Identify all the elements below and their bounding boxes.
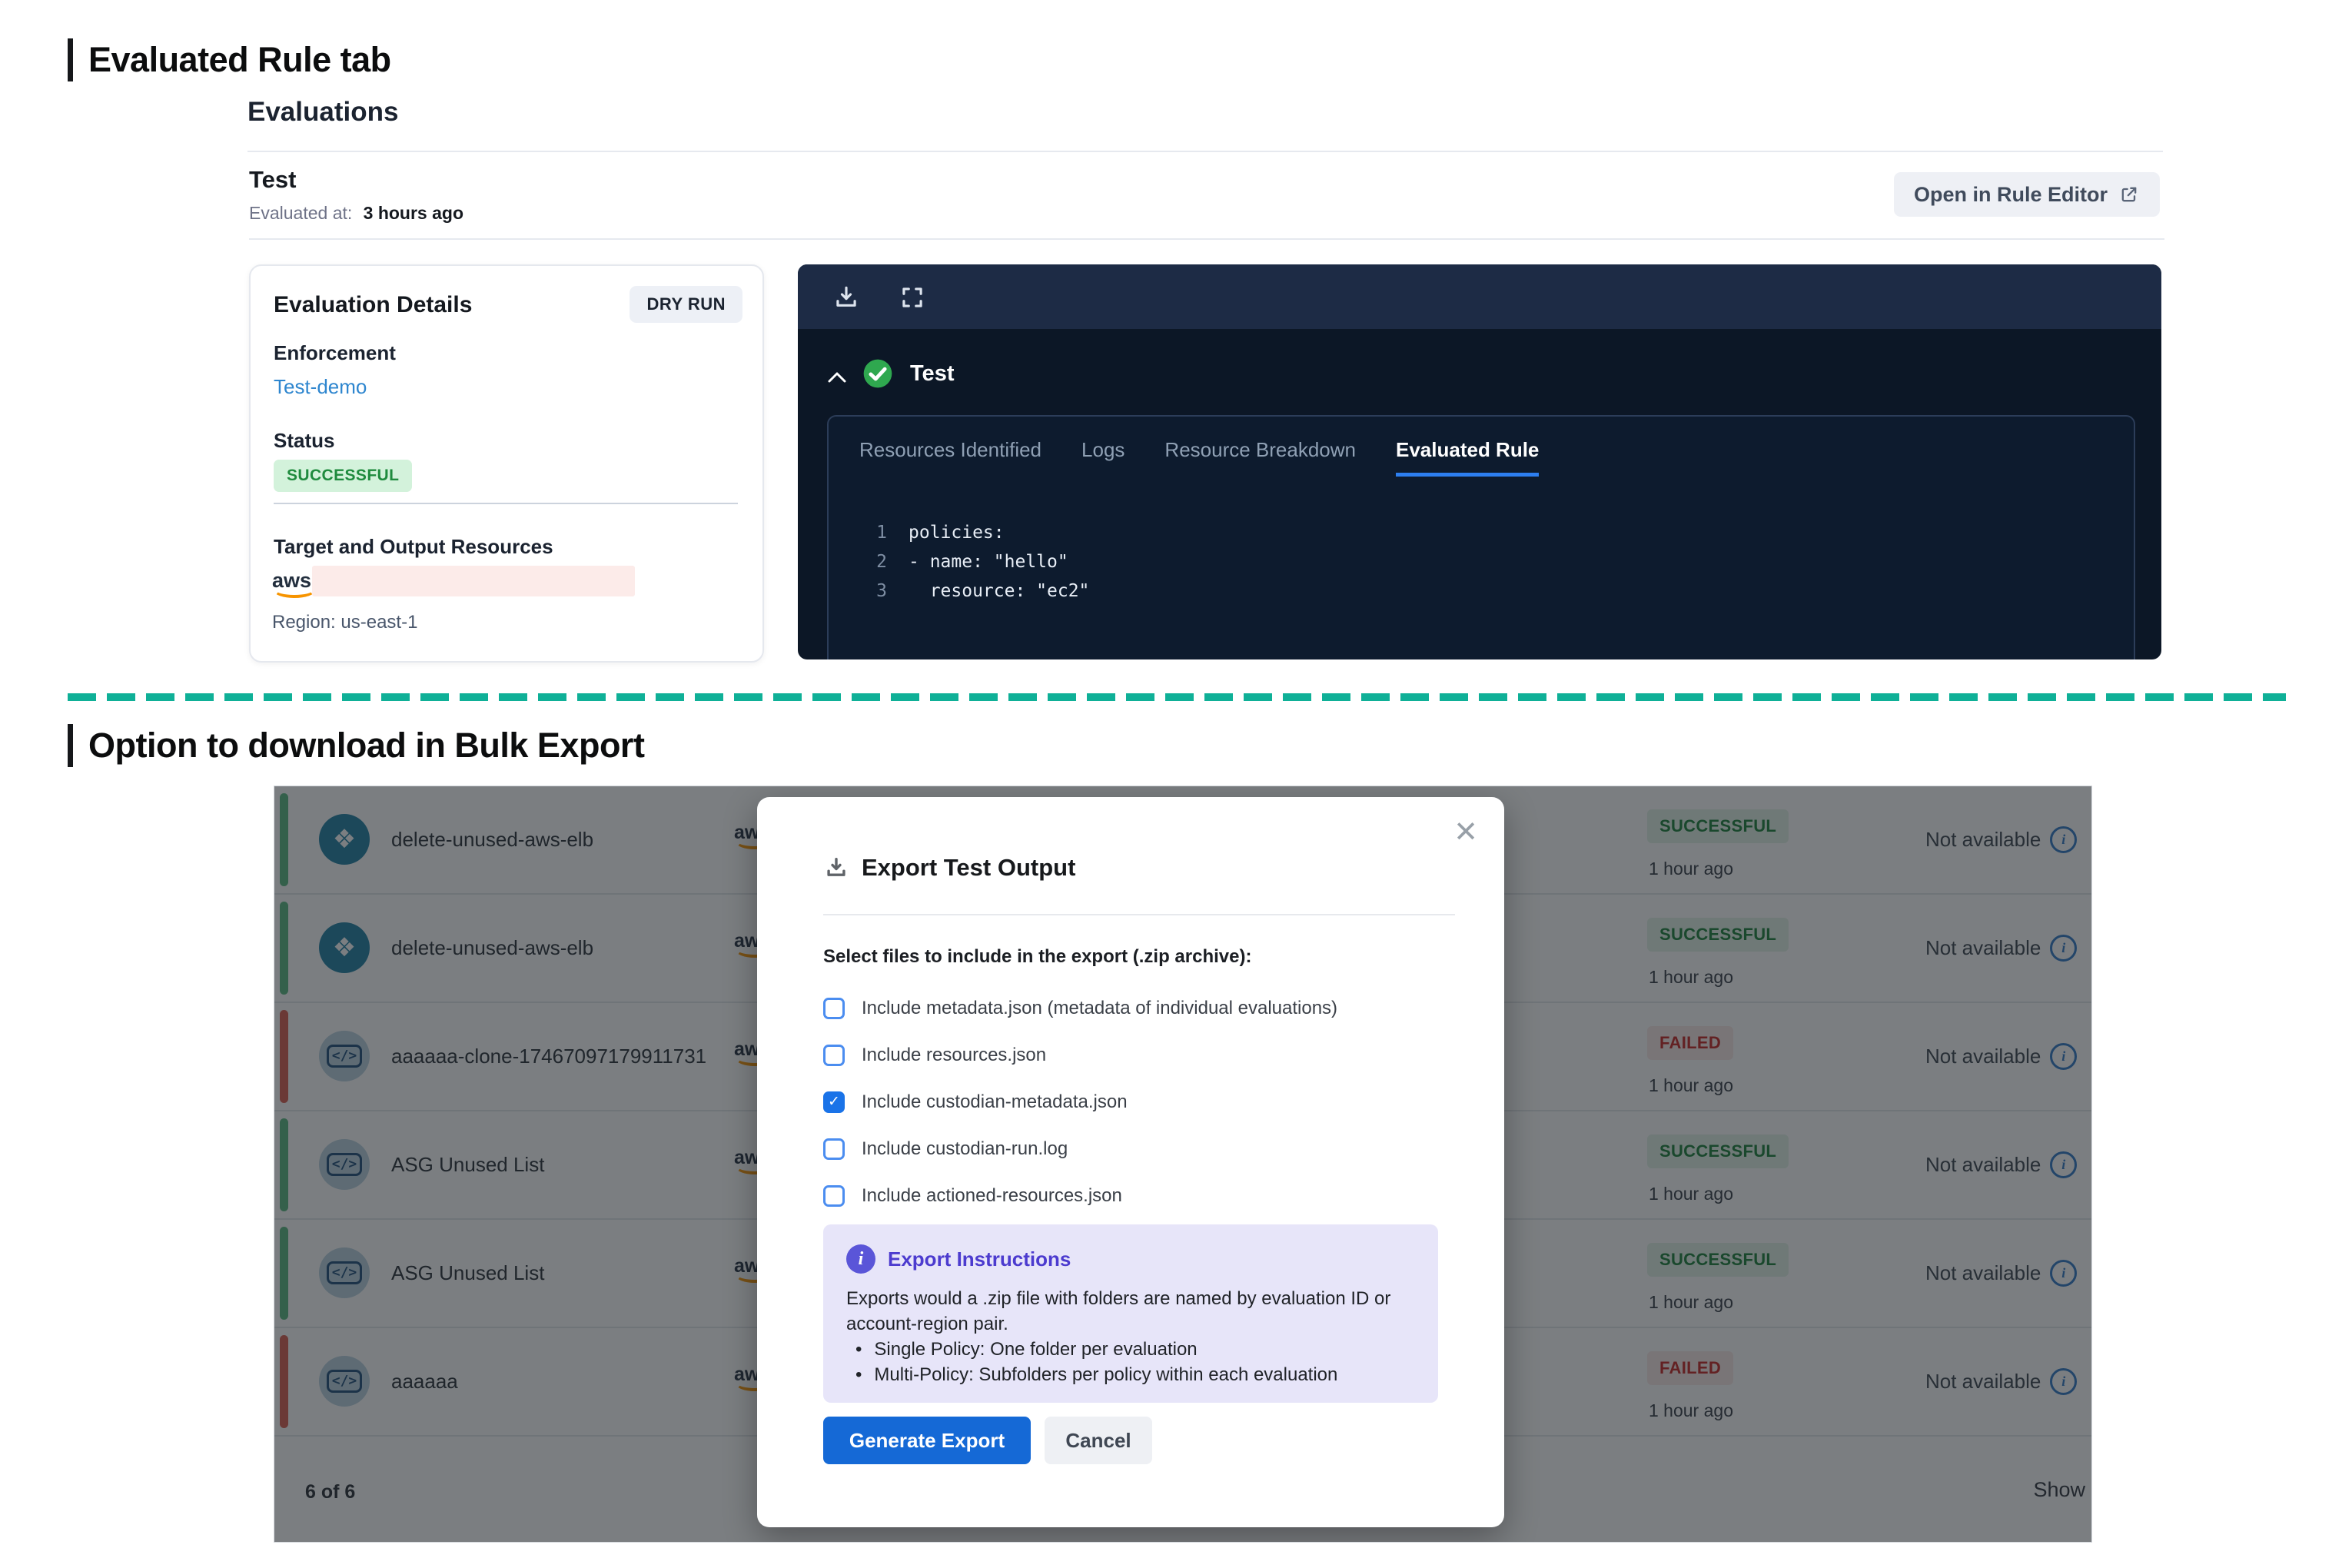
- export-options-list: ✓ Include metadata.json (metadata of ind…: [823, 985, 1337, 1219]
- cancel-button[interactable]: Cancel: [1045, 1417, 1152, 1464]
- redacted-account-block: [312, 566, 635, 596]
- checkbox-metadata-json[interactable]: ✓: [823, 997, 845, 1019]
- instructions-body: Exports would a .zip file with folders a…: [846, 1288, 1391, 1334]
- option-row: ✓ Include actioned-resources.json: [823, 1172, 1337, 1219]
- divider: [249, 238, 2164, 240]
- info-icon: i: [846, 1244, 875, 1274]
- code-line: 3 resource: "ec2": [867, 576, 1089, 606]
- option-row: ✓ Include custodian-run.log: [823, 1125, 1337, 1172]
- select-files-label: Select files to include in the export (.…: [823, 946, 1252, 967]
- download-icon[interactable]: [832, 283, 861, 312]
- evaluations-title: Evaluations: [247, 97, 399, 127]
- status-badge: SUCCESSFUL: [274, 460, 413, 492]
- option-row: ✓ Include metadata.json (metadata of ind…: [823, 985, 1337, 1031]
- option-label: Include metadata.json (metadata of indiv…: [862, 997, 1338, 1018]
- divider: [274, 503, 738, 504]
- divider: [247, 151, 2163, 152]
- line-text: policies:: [909, 523, 1005, 543]
- code-line: 2 - name: "hello": [867, 547, 1089, 576]
- download-icon: [827, 857, 845, 876]
- option-label: Include resources.json: [862, 1044, 1047, 1065]
- open-in-rule-editor-button[interactable]: Open in Rule Editor: [1893, 172, 2160, 217]
- option-label: Include custodian-metadata.json: [862, 1091, 1128, 1112]
- instructions-header: i Export Instructions: [846, 1244, 1415, 1274]
- line-number: 1: [876, 523, 887, 543]
- line-text: resource: "ec2": [909, 581, 1090, 601]
- bulk-export-table-area: ❖ </> delete-unused-aws-elb aws SUCCESSF…: [274, 786, 2092, 1543]
- section-heading-evaluated-rule: Evaluated Rule tab: [68, 38, 391, 81]
- export-instructions-box: i Export Instructions Exports would a .z…: [823, 1224, 1438, 1403]
- divider: [823, 914, 1455, 915]
- instructions-title: Export Instructions: [888, 1247, 1071, 1271]
- bullet-text: Multi-Policy: Subfolders per policy with…: [874, 1364, 1338, 1385]
- code-line: 1 policies:: [867, 518, 1089, 547]
- fullscreen-icon[interactable]: [898, 283, 927, 312]
- tab-evaluated-rule[interactable]: Evaluated Rule: [1396, 438, 1540, 477]
- viewer-toolbar: [798, 264, 2161, 329]
- evaluation-result-viewer: Test Resources Identified Logs Resource …: [798, 264, 2161, 659]
- enforcement-link[interactable]: Test-demo: [274, 375, 367, 398]
- external-link-icon: [2121, 187, 2137, 202]
- aws-logo: aws: [272, 569, 316, 598]
- line-text: - name: "hello": [909, 552, 1068, 572]
- checkbox-custodian-run-log[interactable]: ✓: [823, 1138, 845, 1160]
- line-number: 2: [876, 552, 887, 572]
- modal-title: Export Test Output: [862, 854, 1076, 881]
- details-card-title: Evaluation Details: [274, 292, 473, 317]
- checkbox-actioned-resources-json[interactable]: ✓: [823, 1184, 845, 1207]
- bullet-icon: •: [855, 1364, 862, 1385]
- export-test-output-modal: ✕ Export Test Output Select files to inc…: [757, 797, 1504, 1527]
- evaluation-details-card: Evaluation Details DRY RUN Enforcement T…: [249, 264, 764, 663]
- success-check-icon: [861, 357, 895, 390]
- evaluated-at-value: 3 hours ago: [363, 203, 464, 223]
- target-resources-label: Target and Output Resources: [274, 535, 553, 558]
- tab-logs[interactable]: Logs: [1081, 438, 1125, 461]
- evaluation-name-heading: Test: [249, 166, 297, 193]
- close-icon[interactable]: ✕: [1453, 815, 1478, 849]
- tab-resources-identified[interactable]: Resources Identified: [859, 438, 1042, 461]
- code-block: 1 policies: 2 - name: "hello" 3 resource…: [867, 518, 1089, 606]
- section-heading-bulk-export: Option to download in Bulk Export: [68, 724, 645, 767]
- option-label: Include custodian-run.log: [862, 1138, 1068, 1159]
- dashed-section-divider: [68, 693, 2286, 701]
- generate-export-button[interactable]: Generate Export: [823, 1417, 1031, 1464]
- evaluated-at-label: Evaluated at:: [249, 203, 353, 223]
- open-in-rule-editor-label: Open in Rule Editor: [1913, 182, 2108, 206]
- option-label: Include actioned-resources.json: [862, 1184, 1122, 1206]
- tab-resource-breakdown[interactable]: Resource Breakdown: [1164, 438, 1356, 461]
- instructions-bullet: • Multi-Policy: Subfolders per policy wi…: [846, 1362, 1415, 1387]
- instructions-bullet: • Single Policy: One folder per evaluati…: [846, 1337, 1415, 1362]
- chevron-up-icon[interactable]: [824, 367, 850, 387]
- bullet-text: Single Policy: One folder per evaluation: [874, 1339, 1198, 1360]
- status-label: Status: [274, 429, 335, 452]
- option-row: ✓ Include resources.json: [823, 1031, 1337, 1078]
- viewer-result-name: Test: [910, 361, 955, 386]
- viewer-detail-panel: Resources Identified Logs Resource Break…: [827, 415, 2135, 659]
- modal-title-row: Export Test Output: [823, 854, 1075, 882]
- viewer-tabs: Resources Identified Logs Resource Break…: [859, 438, 1540, 477]
- checkbox-custodian-metadata-json[interactable]: ✓: [823, 1091, 845, 1113]
- option-row: ✓ Include custodian-metadata.json: [823, 1078, 1337, 1125]
- check-icon: ✓: [828, 1093, 840, 1110]
- evaluated-at: Evaluated at: 3 hours ago: [249, 203, 463, 224]
- region-text: Region: us-east-1: [272, 612, 418, 633]
- line-number: 3: [876, 581, 887, 601]
- dry-run-badge: DRY RUN: [630, 286, 742, 323]
- enforcement-label: Enforcement: [274, 341, 396, 364]
- checkbox-resources-json[interactable]: ✓: [823, 1044, 845, 1066]
- bullet-icon: •: [855, 1339, 862, 1360]
